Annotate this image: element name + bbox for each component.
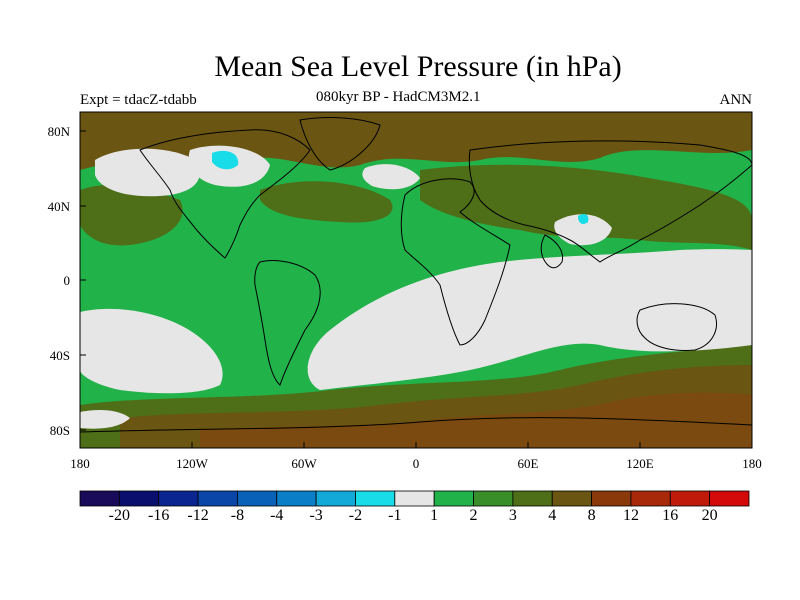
colorbar-swatch: [237, 490, 278, 507]
lon-label-120e: 120E: [626, 456, 654, 471]
colorbar-swatch: [355, 490, 396, 507]
experiment-label: Expt = tdacZ-tdabb: [80, 92, 197, 108]
north-pacific-olive: [80, 184, 183, 246]
coastlines: [80, 117, 752, 433]
colorbar-label: 8: [587, 507, 596, 524]
colorbar-swatch: [276, 490, 317, 507]
colorbar-swatch: [433, 490, 474, 507]
colorbar: [79, 490, 750, 507]
colorbar-label: -2: [348, 507, 363, 524]
colorbar-swatch: [158, 490, 199, 507]
colorbar-label: 4: [548, 507, 557, 524]
colorbar-swatch: [197, 490, 238, 507]
colorbar-label: -4: [270, 507, 284, 524]
colorbar-swatch: [591, 490, 632, 507]
colorbar-label: -16: [148, 507, 170, 524]
lat-label-40s: 40S: [49, 348, 70, 363]
lon-label-180e: 180: [742, 456, 762, 471]
colorbar-label: -3: [309, 507, 323, 524]
axis-ticks: [80, 130, 641, 448]
north-atlantic-olive: [260, 181, 393, 223]
asia-coast: [468, 140, 752, 263]
pressure-field: [80, 112, 752, 448]
colorbar-label: 12: [622, 507, 639, 524]
labrador-neutral: [362, 164, 420, 190]
colorbar-swatch: [315, 490, 356, 507]
lat-label-0: 0: [63, 273, 71, 288]
colorbar-label: 2: [469, 507, 478, 524]
colorbar-label: -1: [388, 507, 402, 524]
colorbar-label: -20: [108, 507, 131, 524]
lat-label-80s: 80S: [49, 423, 70, 438]
colorbar-label: -8: [230, 507, 245, 524]
lon-label-60w: 60W: [291, 456, 317, 471]
south-pacific-neutral: [80, 308, 223, 394]
north-pacific-neutral: [95, 148, 200, 197]
colorbar-swatch: [79, 490, 120, 507]
colorbar-label: 20: [701, 507, 718, 524]
lon-label-120w: 120W: [176, 456, 208, 471]
south-pacific-neutral-2: [80, 410, 130, 429]
tibet-neutral: [554, 214, 612, 246]
india-coast: [540, 234, 564, 269]
colorbar-swatch: [118, 490, 160, 507]
tropical-neutral: [307, 249, 752, 390]
lat-label-40n: 40N: [47, 199, 70, 214]
indian-ocean-neutral: [590, 285, 752, 341]
colorbar-swatch: [630, 490, 671, 507]
lon-label-0: 0: [412, 456, 420, 471]
colorbar-label: -12: [187, 507, 209, 524]
period-model-label: 080kyr BP - HadCM3M2.1: [316, 89, 481, 105]
lon-label-60e: 60E: [517, 456, 539, 471]
page-title: Mean Sea Level Pressure (in hPa): [214, 50, 622, 83]
season-label: ANN: [719, 92, 753, 108]
antarctica-coast: [80, 417, 752, 433]
colorbar-label: 3: [508, 507, 517, 524]
north-america-coast: [139, 129, 311, 259]
greenland-coast: [299, 117, 381, 171]
antarctic-dark-brown: [200, 392, 752, 448]
lat-label-80n: 80N: [47, 124, 70, 139]
colorbar-swatch: [512, 490, 553, 507]
colorbar-label: 16: [662, 507, 679, 524]
colorbar-swatch: [551, 490, 592, 507]
hudson-cyan: [212, 150, 239, 170]
south-america-coast: [254, 260, 321, 386]
australia-coast: [636, 303, 717, 351]
lon-label-180w: 180: [70, 456, 90, 471]
colorbar-swatch: [394, 490, 435, 507]
colorbar-swatch: [669, 490, 711, 507]
colorbar-swatch: [709, 490, 750, 507]
colorbar-swatch: [473, 490, 514, 507]
eurasia-olive: [420, 164, 752, 250]
tibet-cyan: [578, 214, 589, 224]
colorbar-label: 1: [430, 507, 439, 524]
